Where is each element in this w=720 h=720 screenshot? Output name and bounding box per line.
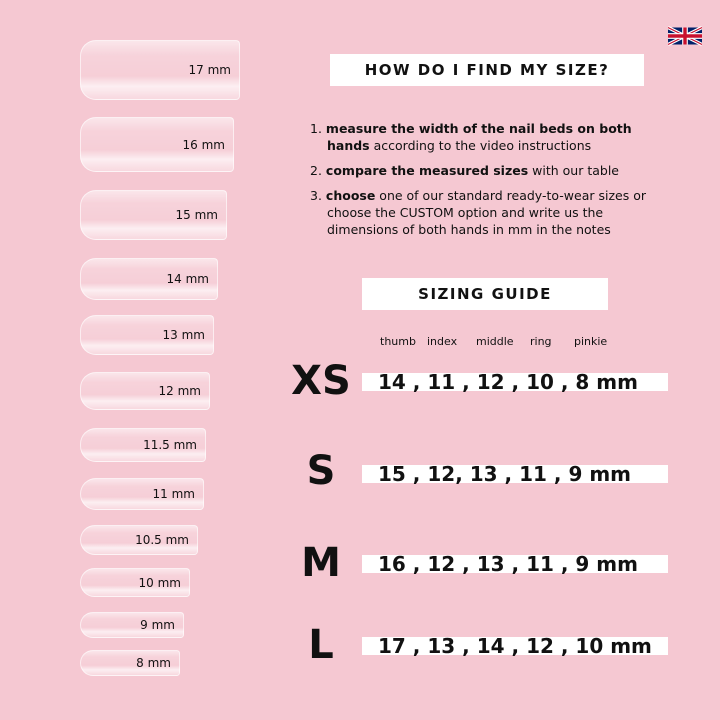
step-bold: measure the width of the nail beds on bo…: [325, 121, 632, 153]
nail-size-label: 8 mm: [136, 656, 171, 670]
size-label: L: [308, 622, 334, 668]
nail-size-label: 14 mm: [166, 272, 209, 286]
size-values: 16 , 12 , 13 , 11 , 9 mm: [362, 554, 668, 574]
nail-size-label: 16 mm: [182, 137, 225, 152]
instructions-list: 1. measure the width of the nail beds on…: [310, 120, 670, 246]
nail-size-10: 9 mm: [80, 612, 184, 638]
step-number: 1.: [310, 121, 322, 136]
size-values: 17 , 13 , 14 , 12 , 10 mm: [362, 636, 668, 656]
step-text: with our table: [528, 163, 619, 178]
step-item: 1. measure the width of the nail beds on…: [310, 120, 670, 154]
col-ring: ring: [530, 335, 552, 348]
step-text: one of our standard ready-to-wear sizes …: [327, 188, 646, 237]
nail-size-3: 14 mm: [80, 258, 218, 300]
col-thumb: thumb: [380, 335, 416, 348]
step-item: 3. choose one of our standard ready-to-w…: [310, 187, 670, 238]
nail-size-label: 17 mm: [188, 63, 231, 77]
nail-size-label: 13 mm: [162, 328, 205, 342]
size-label: M: [301, 540, 341, 586]
uk-flag-icon: [668, 26, 702, 46]
step-number: 3.: [310, 188, 322, 203]
nail-size-4: 13 mm: [80, 315, 214, 355]
col-middle: middle: [476, 335, 514, 348]
sizing-guide-title: SIZING GUIDE: [362, 278, 608, 310]
nail-size-5: 12 mm: [80, 372, 210, 410]
size-values: 14 , 11 , 12 , 10 , 8 mm: [362, 372, 668, 392]
step-number: 2.: [310, 163, 322, 178]
step-bold: compare the measured sizes: [325, 163, 529, 178]
step-item: 2. compare the measured sizes with our t…: [310, 162, 670, 179]
size-label: S: [306, 448, 336, 494]
nail-size-9: 10 mm: [80, 568, 190, 597]
step-text: according to the video instructions: [369, 138, 592, 153]
col-index: index: [427, 335, 458, 348]
step-bold: choose: [325, 188, 376, 203]
nail-size-11: 8 mm: [80, 650, 180, 676]
nail-size-label: 12 mm: [158, 384, 201, 398]
nail-size-label: 10 mm: [138, 575, 181, 590]
nail-size-7: 11 mm: [80, 478, 204, 510]
nail-size-2: 15 mm: [80, 190, 227, 240]
nail-size-label: 11 mm: [152, 487, 195, 501]
nail-size-1: 16 mm: [80, 117, 234, 172]
nail-size-label: 11.5 mm: [143, 438, 197, 452]
size-values: 15 , 12, 13 , 11 , 9 mm: [362, 464, 668, 484]
nail-size-6: 11.5 mm: [80, 428, 206, 462]
col-pinkie: pinkie: [574, 335, 608, 348]
nail-size-label: 9 mm: [140, 618, 175, 632]
find-size-title: HOW DO I FIND MY SIZE?: [330, 54, 644, 86]
nail-size-label: 15 mm: [175, 208, 218, 222]
size-label: XS: [291, 358, 351, 404]
nail-size-label: 10.5 mm: [135, 533, 189, 547]
nail-size-0: 17 mm: [80, 40, 240, 100]
nail-size-8: 10.5 mm: [80, 525, 198, 555]
